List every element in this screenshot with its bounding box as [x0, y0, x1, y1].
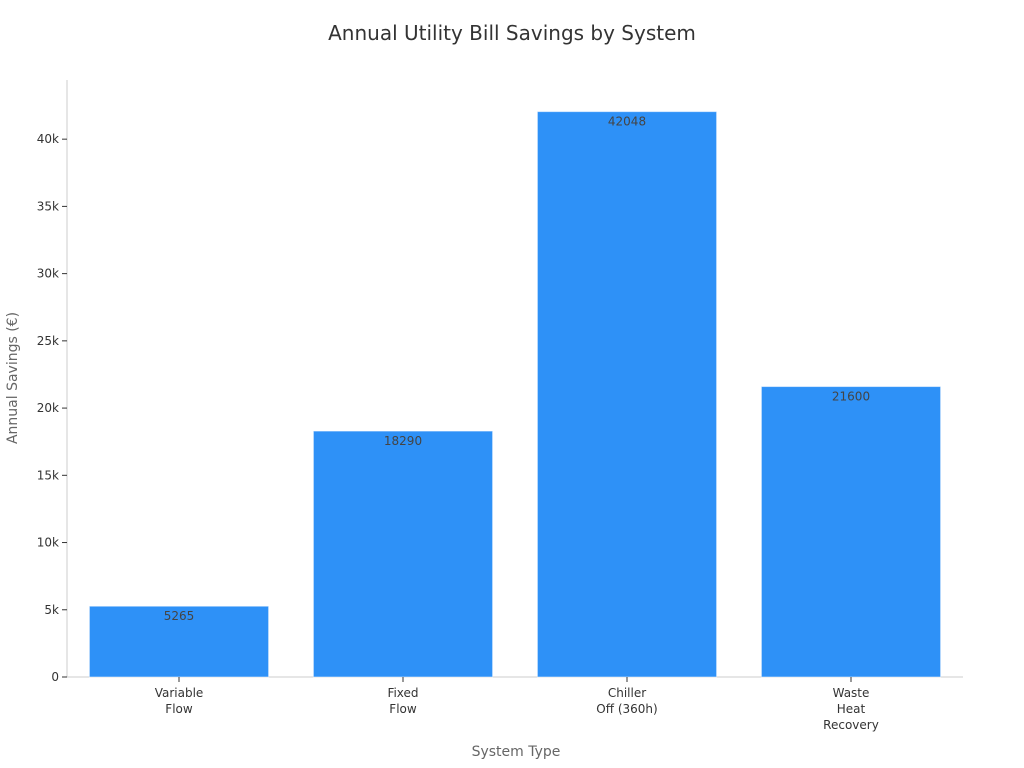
y-tick-label: 0 [51, 670, 59, 684]
x-tick-label: Waste [833, 686, 870, 700]
x-tick-label: Recovery [823, 718, 879, 732]
y-tick-label: 20k [37, 401, 59, 415]
chart-title: Annual Utility Bill Savings by System [328, 21, 696, 45]
x-tick-label: Flow [389, 702, 417, 716]
x-tick-label: Chiller [608, 686, 646, 700]
y-tick-label: 40k [37, 132, 59, 146]
y-tick-label: 15k [37, 468, 59, 482]
y-tick-label: 25k [37, 334, 59, 348]
x-tick-label: Fixed [387, 686, 418, 700]
bar [760, 386, 942, 678]
y-tick-label: 30k [37, 267, 59, 281]
bar [88, 605, 270, 678]
bar-value-label: 21600 [832, 390, 870, 404]
x-tick-label: Variable [155, 686, 204, 700]
plot-area: 0 5k 10k 15k 20k 25k 30k 35k 40k 5265 Variable Flow… [37, 80, 963, 732]
bar-value-label: 5265 [164, 609, 195, 623]
bar [312, 430, 494, 678]
bar [536, 111, 718, 678]
y-tick-label: 5k [44, 603, 59, 617]
y-tick-label: 35k [37, 199, 59, 213]
bar-value-label: 42048 [608, 115, 646, 129]
x-tick-label: Heat [837, 702, 866, 716]
x-axis-title: System Type [472, 744, 561, 760]
bar-value-label: 18290 [384, 434, 422, 448]
y-tick-label: 10k [37, 536, 59, 550]
x-tick-label: Off (360h) [596, 702, 657, 716]
y-axis-title: Annual Savings (€) [5, 312, 21, 444]
x-tick-label: Flow [165, 702, 193, 716]
